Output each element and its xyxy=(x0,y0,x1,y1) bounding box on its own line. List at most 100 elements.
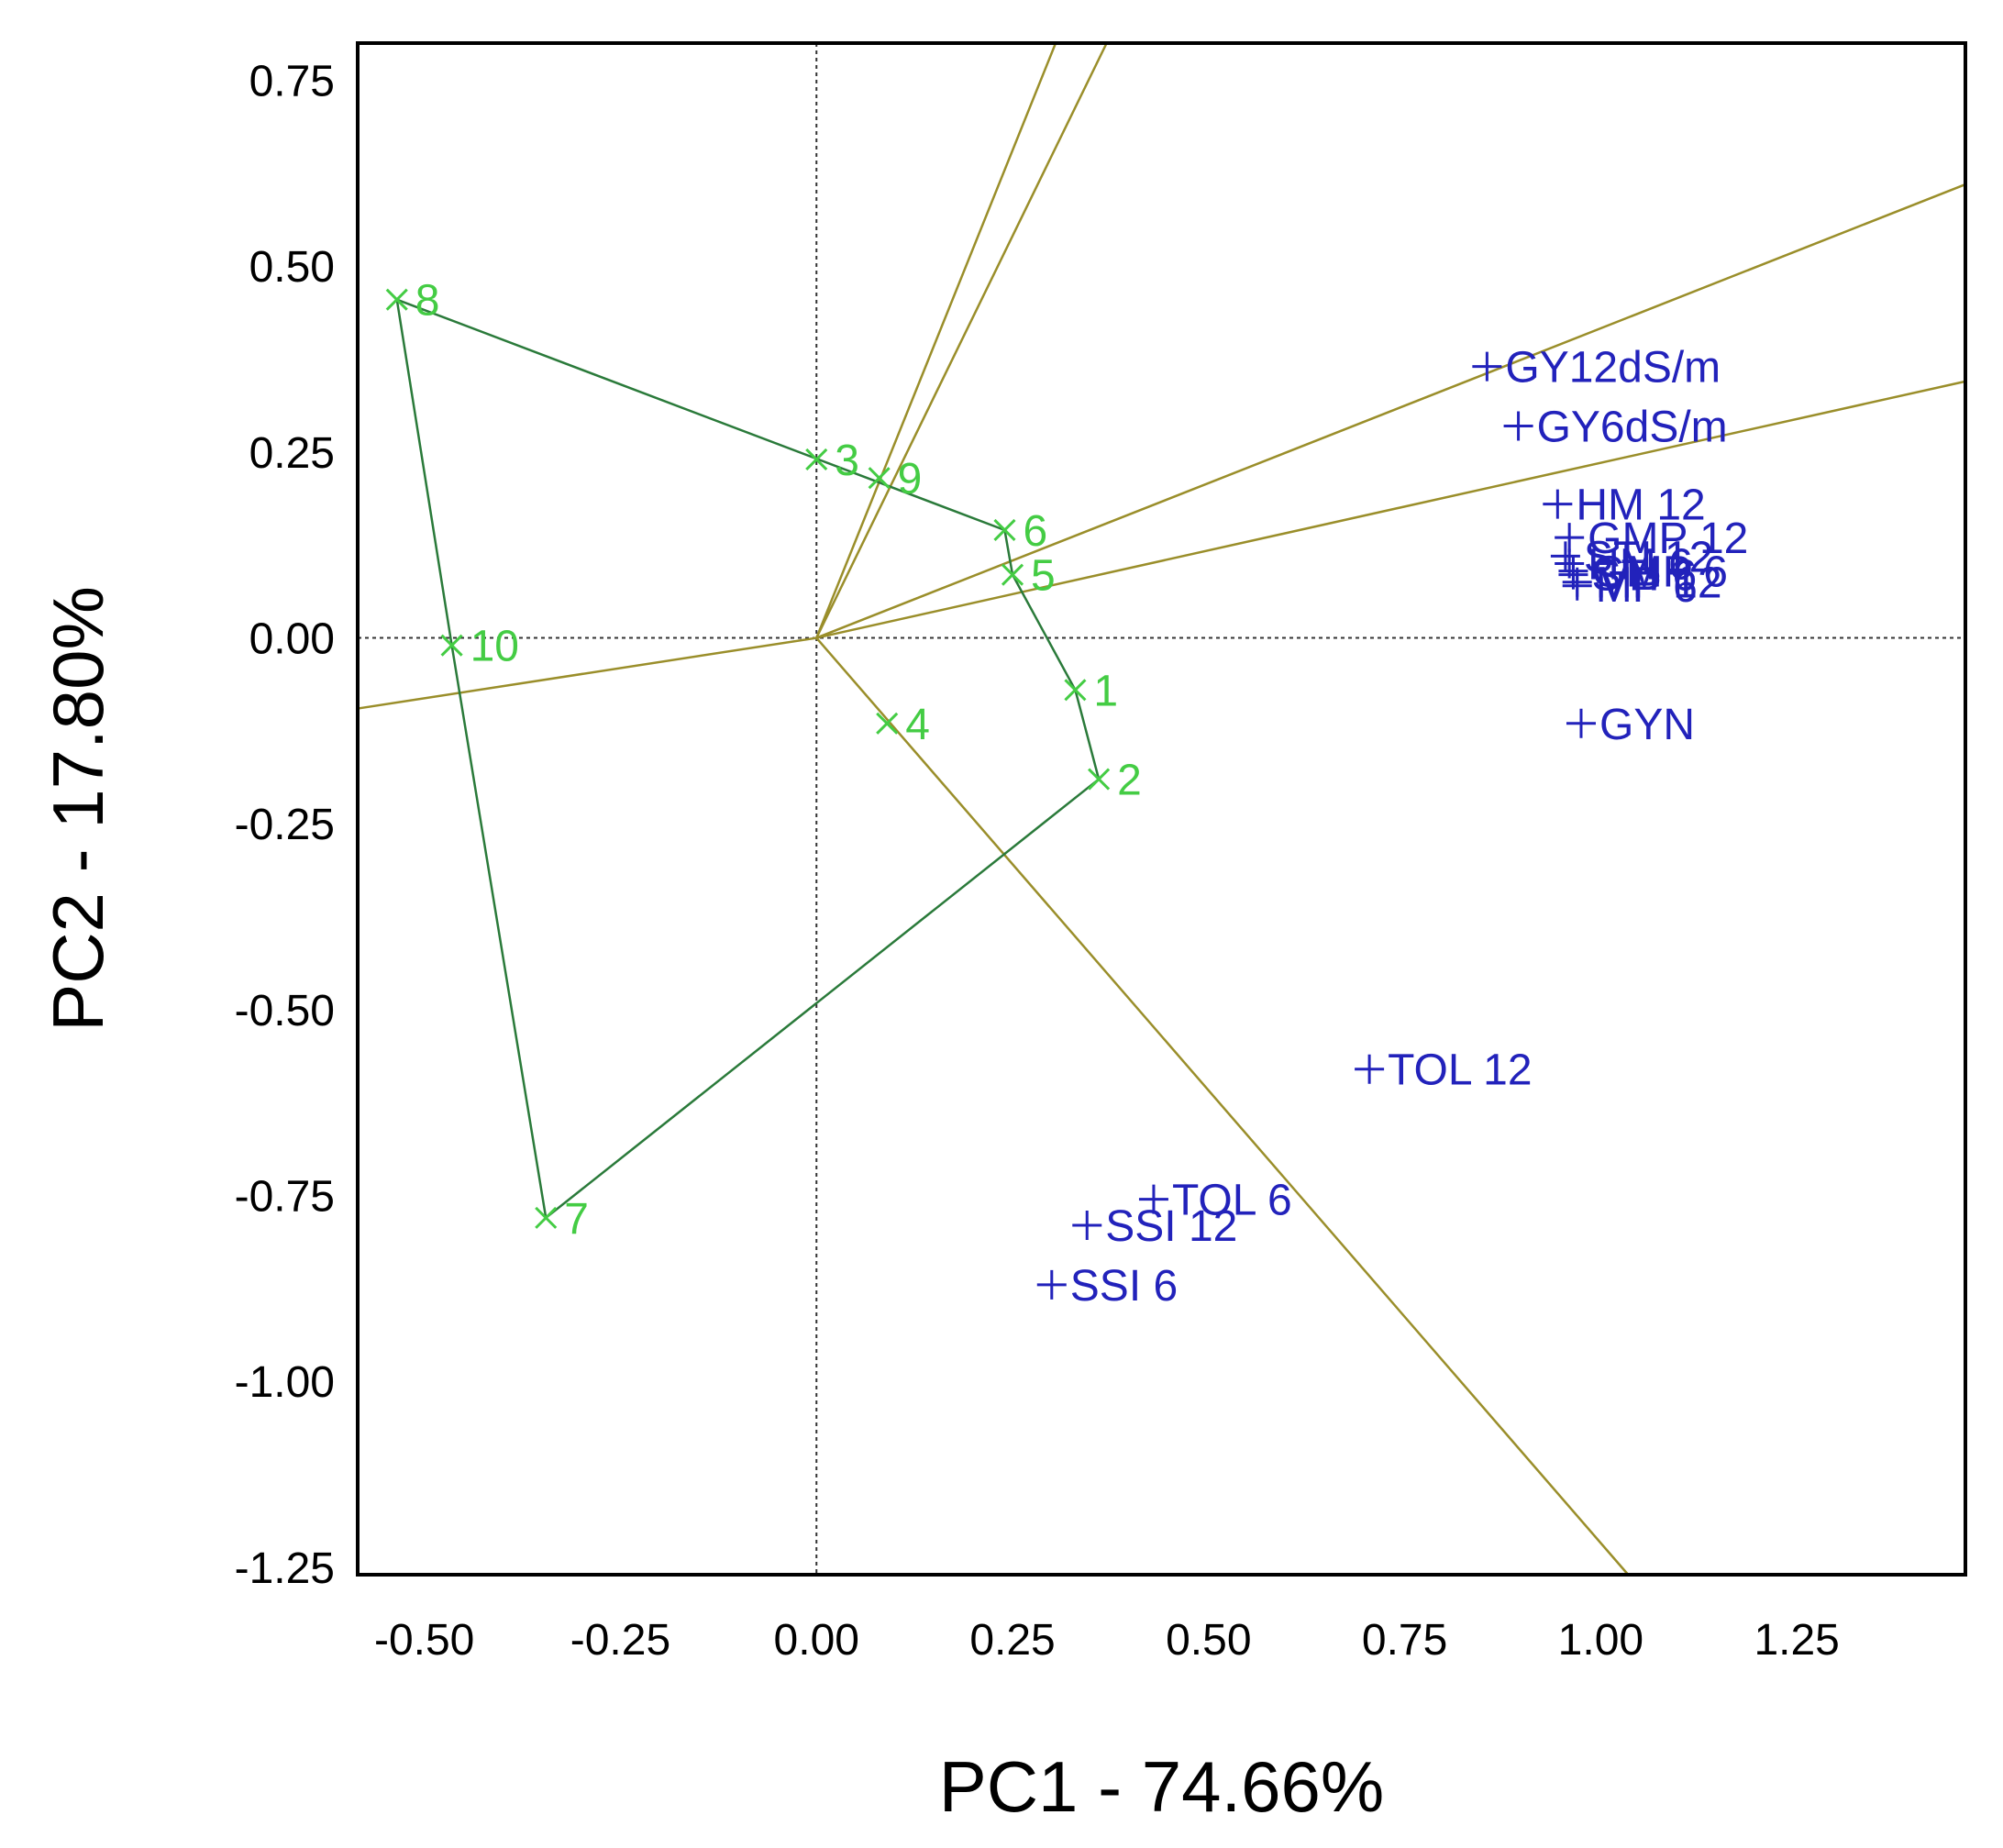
trait-point: GY12dS/m xyxy=(1472,344,1721,393)
trait-label: STI 12 xyxy=(1584,533,1713,581)
trait-label: GY12dS/m xyxy=(1505,344,1721,393)
ray-line-5 xyxy=(815,636,1630,1576)
ray-line-1 xyxy=(815,42,1057,639)
trait-label: TOL 12 xyxy=(1388,1046,1532,1095)
y-tick-label: 0.75 xyxy=(249,58,335,106)
trait-point: MP 6 xyxy=(1562,563,1698,612)
polygon-layer xyxy=(395,298,1101,1221)
x-tick-label: 0.75 xyxy=(1362,1616,1447,1665)
genotype-label: 2 xyxy=(1117,757,1142,805)
genotype-label: 6 xyxy=(1023,507,1047,556)
reference-lines-layer xyxy=(358,43,1965,1575)
x-axis-title: PC1 - 74.66% xyxy=(939,1746,1385,1827)
trait-marker xyxy=(1138,1184,1168,1214)
ray-lines-layer xyxy=(357,42,1966,1576)
genotype-marker xyxy=(535,1206,558,1229)
genotype-label: 5 xyxy=(1031,552,1056,601)
y-tick-label: 0.25 xyxy=(249,429,335,478)
trait-label: HM 12 xyxy=(1576,481,1705,530)
trait-point: SSI 12 xyxy=(1072,1202,1237,1251)
trait-point: HM 6 xyxy=(1555,540,1693,589)
genotype-point: 9 xyxy=(868,455,923,503)
genotype-marker xyxy=(1064,679,1087,702)
x-tick-label: -0.25 xyxy=(570,1616,670,1665)
y-tick-label: -0.25 xyxy=(235,801,335,849)
trait-marker xyxy=(1472,351,1502,382)
x-axis-ticks: -0.50 -0.25 0.00 0.25 0.50 0.75 1.00 1.25 xyxy=(374,1616,1840,1665)
genotype-label: 8 xyxy=(415,277,440,326)
trait-marker xyxy=(1036,1269,1067,1300)
genotype-label: 10 xyxy=(470,623,519,671)
trait-point: SSI 6 xyxy=(1036,1262,1178,1311)
genotype-point: 8 xyxy=(385,277,440,326)
genotype-point: 7 xyxy=(535,1195,589,1244)
y-tick-label: 0.50 xyxy=(249,243,335,292)
which-won-where-polygon xyxy=(395,298,1101,1221)
x-tick-label: -0.50 xyxy=(374,1616,474,1665)
x-tick-label: 0.50 xyxy=(1166,1616,1251,1665)
ray-line-4 xyxy=(815,380,1966,639)
genotype-marker xyxy=(440,634,463,657)
trait-point: TOL 6 xyxy=(1138,1177,1292,1225)
genotype-label: 9 xyxy=(898,455,923,503)
genotype-point: 4 xyxy=(876,701,930,749)
genotype-marker xyxy=(993,518,1016,542)
trait-marker xyxy=(1566,708,1596,738)
trait-marker xyxy=(1543,489,1573,519)
trait-label: TOL 6 xyxy=(1172,1177,1292,1225)
trait-label: MP 12 xyxy=(1596,559,1722,608)
trait-point: TOL 12 xyxy=(1355,1046,1533,1095)
ray-line-3 xyxy=(815,183,1966,639)
trait-label: GYN xyxy=(1599,701,1695,749)
y-tick-label: -0.75 xyxy=(235,1173,335,1222)
genotype-marker xyxy=(876,712,899,735)
ray-line-2 xyxy=(815,42,1108,639)
genotype-label: 1 xyxy=(1093,667,1118,715)
genotype-point: 5 xyxy=(1001,552,1056,601)
trait-marker xyxy=(1562,570,1592,601)
ray-line-6 xyxy=(357,636,817,710)
genotype-marker xyxy=(385,288,408,311)
genotype-marker xyxy=(1001,563,1024,586)
plot-frame xyxy=(356,41,1967,1577)
x-tick-label: 0.00 xyxy=(774,1616,859,1665)
trait-label: SSI 12 xyxy=(1105,1202,1237,1251)
trait-point: GY6dS/m xyxy=(1503,404,1728,452)
trait-point: STI 6 xyxy=(1558,552,1697,601)
y-tick-label: 0.00 xyxy=(249,615,335,664)
genotype-point: 6 xyxy=(993,507,1047,556)
genotype-markers-layer: 1 2 3 4 56 7 8 9 10 xyxy=(385,277,1142,1244)
trait-marker xyxy=(1550,541,1580,571)
trait-point: MP 12 xyxy=(1562,559,1722,608)
trait-label: HM 6 xyxy=(1588,540,1693,589)
trait-marker xyxy=(1555,523,1585,553)
trait-point: GYN xyxy=(1566,701,1695,749)
trait-marker xyxy=(1503,411,1533,441)
trait-label: GY6dS/m xyxy=(1537,404,1728,452)
trait-label: GMP 6 xyxy=(1591,548,1728,597)
genotype-point: 3 xyxy=(805,437,859,485)
genotype-marker xyxy=(805,448,828,471)
genotype-marker xyxy=(868,467,891,490)
y-axis-ticks: 0.75 0.50 0.25 0.00 -0.25 -0.50 -0.75 -1.00 -1.2… xyxy=(235,58,335,1593)
x-tick-label: 1.00 xyxy=(1558,1616,1643,1665)
genotype-label: 3 xyxy=(835,437,859,485)
y-axis-title: PC2 - 17.80% xyxy=(38,586,118,1032)
x-tick-label: 1.25 xyxy=(1754,1616,1839,1665)
trait-point: GMP 12 xyxy=(1555,515,1748,563)
trait-label: MP 6 xyxy=(1596,563,1698,612)
trait-label: STI 6 xyxy=(1591,552,1697,601)
trait-label: GMP 12 xyxy=(1588,515,1748,563)
genotype-point: 2 xyxy=(1088,757,1142,805)
trait-point: STI 12 xyxy=(1550,533,1713,581)
genotype-point: 1 xyxy=(1064,667,1118,715)
y-tick-label: -1.00 xyxy=(235,1358,335,1407)
trait-point: HM 12 xyxy=(1543,481,1706,530)
genotype-label: 4 xyxy=(905,701,930,749)
genotype-point: 10 xyxy=(440,623,519,671)
genotype-label: 7 xyxy=(564,1195,589,1244)
y-tick-label: -1.25 xyxy=(235,1544,335,1593)
